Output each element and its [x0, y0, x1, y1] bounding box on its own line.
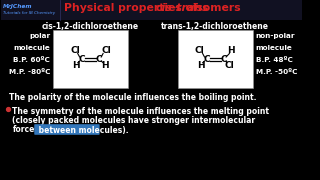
- Text: C: C: [96, 55, 102, 64]
- Text: C: C: [220, 55, 227, 64]
- Text: M.P. -80ºC: M.P. -80ºC: [9, 69, 50, 75]
- Text: forces: forces: [12, 125, 39, 134]
- Bar: [53, 30, 128, 88]
- Text: Cl: Cl: [195, 46, 205, 55]
- Text: B.P. 60ºC: B.P. 60ºC: [13, 57, 50, 63]
- Text: (closely packed molecules have stronger intermolecular: (closely packed molecules have stronger …: [12, 116, 256, 125]
- Text: MrJChem: MrJChem: [3, 4, 33, 9]
- Text: H: H: [227, 46, 235, 55]
- Text: polar: polar: [29, 33, 50, 39]
- Text: isomers: isomers: [189, 3, 241, 13]
- Bar: [178, 30, 253, 88]
- Text: molecule: molecule: [13, 45, 50, 51]
- Text: molecule: molecule: [256, 45, 292, 51]
- Text: cis-trans: cis-trans: [155, 3, 209, 13]
- Text: H: H: [73, 61, 80, 70]
- Text: trans-1,2-dichloroethene: trans-1,2-dichloroethene: [161, 22, 269, 31]
- Text: Cl: Cl: [70, 46, 80, 55]
- Text: The symmetry of the molecule influences the melting point: The symmetry of the molecule influences …: [12, 107, 269, 116]
- Text: M.P. -50ºC: M.P. -50ºC: [256, 69, 297, 75]
- Text: C: C: [79, 55, 85, 64]
- FancyBboxPatch shape: [34, 124, 100, 135]
- Text: H: H: [197, 61, 205, 70]
- Text: non-polar: non-polar: [256, 33, 295, 39]
- Text: C: C: [204, 55, 210, 64]
- Text: Cl: Cl: [225, 61, 234, 70]
- Text: Tutorials for IB Chemistry: Tutorials for IB Chemistry: [3, 10, 55, 15]
- Bar: [1, 0, 302, 20]
- Text: cis-1,2-dichloroethene: cis-1,2-dichloroethene: [42, 22, 139, 31]
- Text: B.P. 48ºC: B.P. 48ºC: [256, 57, 292, 63]
- Text: between molecules).: between molecules).: [36, 126, 129, 135]
- Text: Physical properties of: Physical properties of: [64, 3, 202, 13]
- Text: The polarity of the molecule influences the boiling point.: The polarity of the molecule influences …: [9, 93, 256, 102]
- Text: Cl: Cl: [101, 46, 111, 55]
- Text: H: H: [101, 61, 108, 70]
